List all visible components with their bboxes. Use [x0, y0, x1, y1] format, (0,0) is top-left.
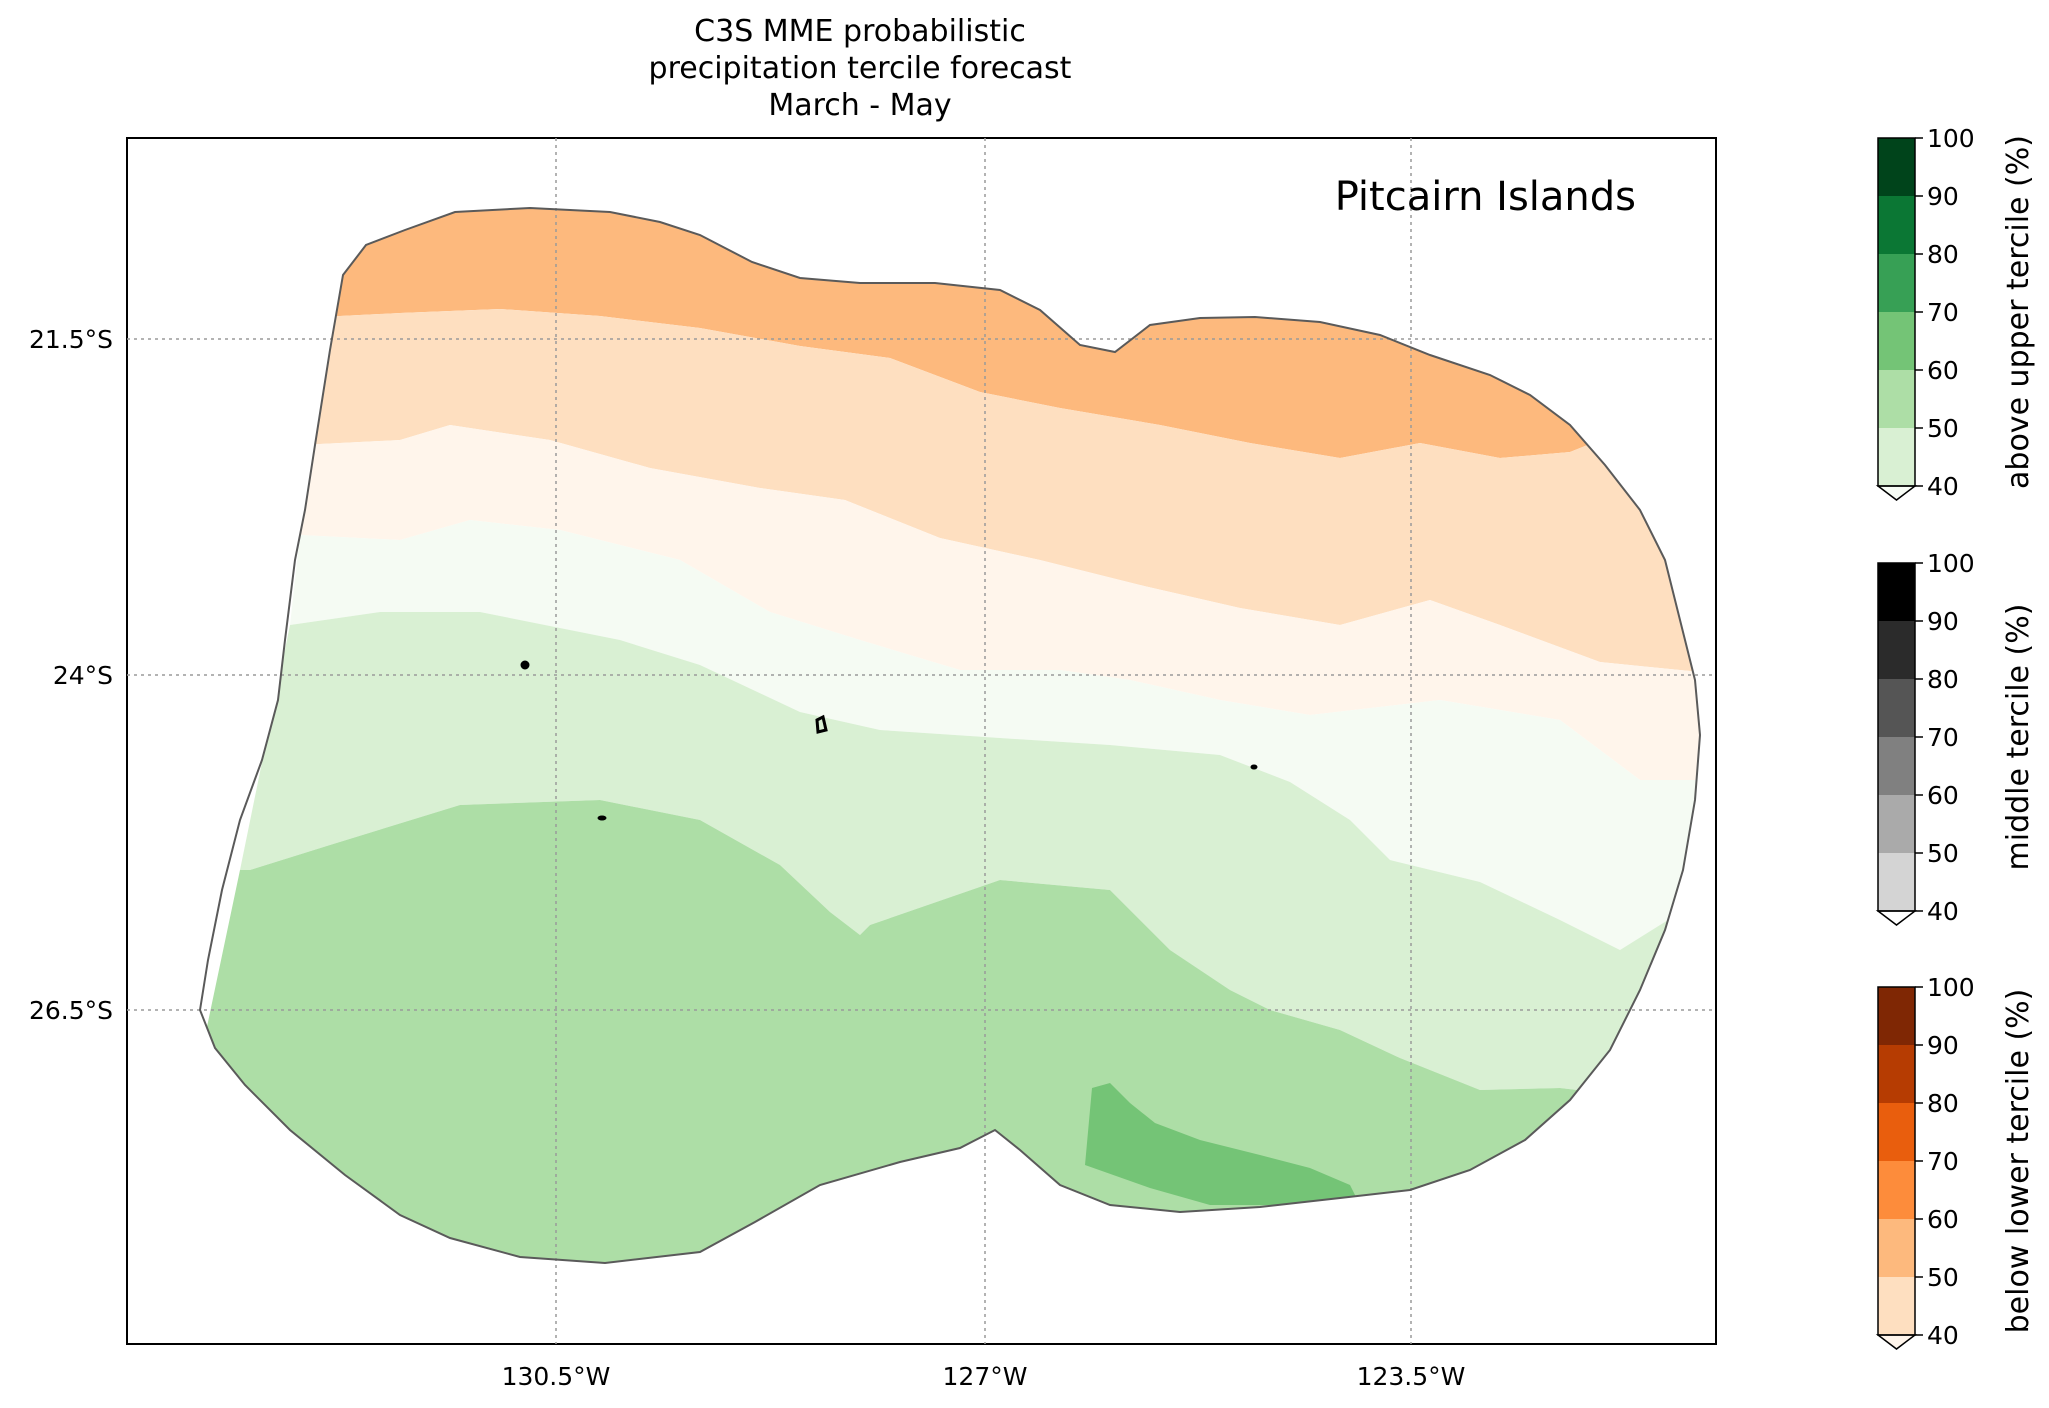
colorbar-tick-label: 100: [1927, 549, 1975, 578]
colorbar-tick-label: 100: [1927, 973, 1975, 1002]
colorbar-tick-label: 50: [1927, 839, 1959, 868]
colorbar-tick-label: 50: [1927, 1263, 1959, 1292]
colorbar-tick-label: 70: [1927, 723, 1959, 752]
colorbar-segment: [1878, 1045, 1915, 1103]
colorbar-segment: [1878, 737, 1915, 795]
colorbar-segment: [1878, 370, 1915, 428]
colorbar-middle-tercile: 40 50 60 70 80 90 100 middle tercile (%): [1875, 549, 2036, 926]
region-label: Pitcairn Islands: [1335, 174, 1636, 220]
colorbar-tick-label: 60: [1927, 1205, 1959, 1234]
colorbar-segment: [1878, 428, 1915, 486]
colorbar-below-lower-tercile: 40 50 60 70 80 90 100 below lower tercile (%): [1875, 973, 2036, 1350]
colorbar-segment: [1878, 853, 1915, 911]
lat-tick-label: 21.5°S: [29, 325, 113, 354]
colorbar-segment: [1878, 1219, 1915, 1277]
colorbar-tick-label: 70: [1927, 298, 1959, 327]
graticule: [127, 138, 1716, 1344]
colorbar-above-upper-tercile: 40 50 60 70 80 90 100 above upper tercile (%): [1875, 124, 2036, 501]
colorbar-segment: [1878, 1277, 1915, 1335]
lat-tick-label: 26.5°S: [29, 996, 113, 1025]
colorbar-extend-arrow: [1875, 1334, 1918, 1350]
lon-tick-label: 130.5°W: [502, 1362, 611, 1391]
lon-tick-labels: 130.5°W 127°W 123.5°W: [502, 1362, 1466, 1391]
band-below-lt40: [300, 425, 1700, 780]
colorbar-label: below lower tercile (%): [2001, 989, 2036, 1334]
band-above-60-70: [1085, 1083, 1360, 1205]
figure-title-line-1: C3S MME probabilistic: [694, 14, 1026, 49]
colorbar-tick-label: 40: [1927, 897, 1959, 926]
colorbar-tick-label: 40: [1927, 1321, 1959, 1350]
colorbar-tick-label: 50: [1927, 414, 1959, 443]
domain-boundary: [198, 206, 1702, 1265]
colorbar-segment: [1878, 679, 1915, 737]
colorbar-label: above upper tercile (%): [2001, 135, 2036, 489]
colorbar-segment: [1878, 1103, 1915, 1161]
island-small-east: [1250, 764, 1258, 770]
colorbar-segment: [1878, 795, 1915, 853]
islands: [520, 660, 1258, 821]
colorbar-segment: [1878, 621, 1915, 679]
colorbar-segment: [1878, 563, 1915, 621]
colorbar-tick-label: 80: [1927, 1089, 1959, 1118]
lat-tick-labels: 21.5°S 24°S 26.5°S: [29, 325, 113, 1025]
lon-tick-label: 123.5°W: [1357, 1362, 1466, 1391]
lat-tick-label: 24°S: [53, 661, 113, 690]
colorbar-segment: [1878, 1161, 1915, 1219]
colorbar-tick-label: 40: [1927, 472, 1959, 501]
colorbar-label: middle tercile (%): [2001, 604, 2036, 871]
colorbar-tick-label: 100: [1927, 124, 1975, 153]
band-below-40-50: [300, 309, 1700, 672]
colorbar-extend-arrow: [1875, 910, 1918, 926]
colorbar-segment: [1878, 987, 1915, 1045]
colorbar-tick-label: 60: [1927, 356, 1959, 385]
colorbar-segment: [1878, 254, 1915, 312]
colorbar-segment: [1878, 312, 1915, 370]
island-pitcairn-like: [815, 714, 828, 734]
colorbar-segment: [1878, 138, 1915, 196]
figure-title-line-2: precipitation tercile forecast: [648, 51, 1072, 86]
island-ducie-like: [520, 660, 530, 670]
colorbar-tick-label: 70: [1927, 1147, 1959, 1176]
forecast-bands: [200, 208, 1700, 1263]
colorbar-tick-label: 80: [1927, 665, 1959, 694]
band-above-lt40: [290, 520, 1700, 950]
band-above-40-50: [240, 612, 1700, 1102]
figure-title-line-3: March - May: [768, 88, 952, 123]
colorbar-tick-label: 90: [1927, 182, 1959, 211]
colorbar-tick-label: 80: [1927, 240, 1959, 269]
colorbar-segment: [1878, 196, 1915, 254]
lon-tick-label: 127°W: [943, 1362, 1028, 1391]
colorbar-tick-label: 90: [1927, 1031, 1959, 1060]
band-above-50-60: [200, 800, 1700, 1263]
island-small-south: [597, 815, 607, 821]
colorbar-extend-arrow: [1875, 485, 1918, 501]
colorbar-tick-label: 60: [1927, 781, 1959, 810]
colorbar-tick-label: 90: [1927, 607, 1959, 636]
